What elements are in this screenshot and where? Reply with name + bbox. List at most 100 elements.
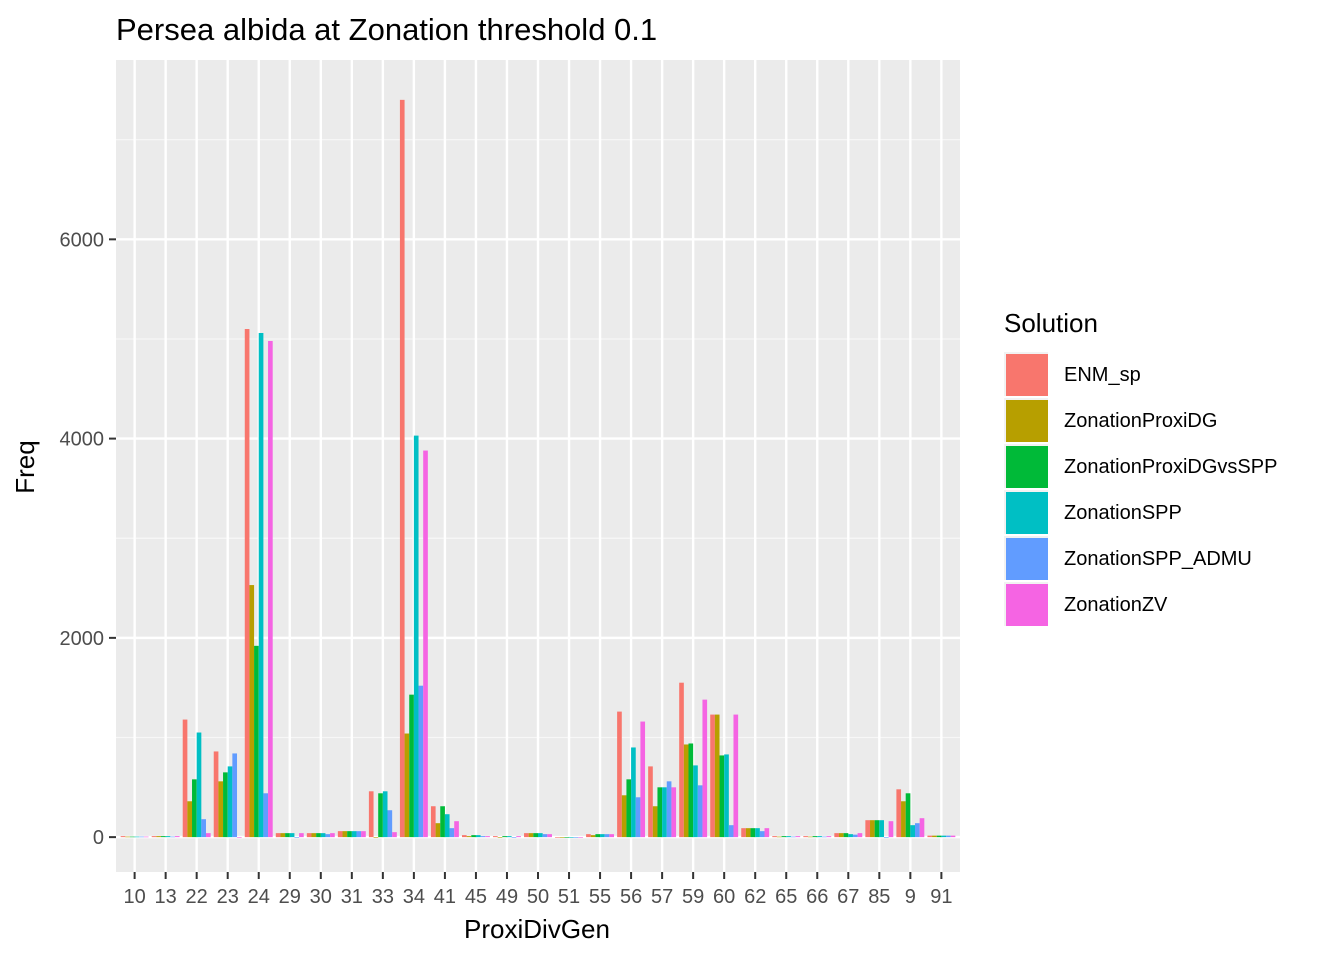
bar xyxy=(870,820,875,838)
bar xyxy=(516,836,521,838)
bar xyxy=(683,744,689,838)
bar xyxy=(883,837,889,838)
bar xyxy=(688,743,694,838)
bar xyxy=(666,781,672,838)
bar xyxy=(888,821,894,838)
bar xyxy=(542,834,548,838)
bar xyxy=(268,340,273,838)
bar xyxy=(600,834,605,838)
bar xyxy=(702,699,708,838)
bar xyxy=(192,779,197,838)
bar xyxy=(764,828,770,838)
bar xyxy=(733,714,739,838)
bar xyxy=(950,835,956,838)
bar xyxy=(609,834,615,838)
bar xyxy=(373,837,379,838)
bar xyxy=(356,831,362,838)
x-tick-label: 57 xyxy=(651,886,673,908)
bar xyxy=(249,585,255,838)
bar xyxy=(848,834,853,838)
chart-title: Persea albida at Zonation threshold 0.1 xyxy=(116,12,657,47)
bar xyxy=(812,836,818,838)
bar xyxy=(306,833,312,838)
bar xyxy=(671,787,677,838)
x-axis-title: ProxiDivGen xyxy=(464,914,610,944)
bar xyxy=(143,836,149,838)
legend-label: ZonationProxiDGvsSPP xyxy=(1064,456,1277,478)
x-tick-label: 13 xyxy=(155,886,177,908)
bar xyxy=(330,833,335,838)
bar xyxy=(237,837,242,838)
bar xyxy=(905,793,911,838)
bar xyxy=(502,836,507,838)
legend-swatch xyxy=(1006,354,1048,396)
bar xyxy=(635,797,641,838)
x-axis: 10 13 22 23 24 29 30 31 33 34 41 45 49 50 51 55 56 57 59 60… xyxy=(123,872,953,908)
bar xyxy=(547,834,552,838)
x-tick-label: 65 xyxy=(775,886,797,908)
bar xyxy=(218,781,224,838)
legend-label: ZonationSPP xyxy=(1064,502,1182,524)
bar xyxy=(311,833,317,838)
bar xyxy=(755,828,760,838)
x-tick-label: 30 xyxy=(310,886,332,908)
bar xyxy=(480,836,486,838)
bar xyxy=(289,833,295,838)
bar xyxy=(838,833,844,838)
bar xyxy=(538,833,543,838)
bar xyxy=(719,755,725,838)
bar xyxy=(555,837,560,838)
x-tick-label: 23 xyxy=(217,886,239,908)
bar xyxy=(435,823,441,838)
legend: Solution ENM_sp ZonationProxiDG ZonationPr… xyxy=(1004,308,1277,626)
x-tick-label: 60 xyxy=(713,886,735,908)
bar xyxy=(578,837,583,838)
bar xyxy=(227,766,233,838)
bar xyxy=(772,836,777,838)
bar xyxy=(493,836,498,838)
bar xyxy=(280,833,286,838)
bar xyxy=(590,835,596,838)
bar xyxy=(232,753,238,838)
bar xyxy=(807,836,813,838)
x-tick-label: 33 xyxy=(372,886,394,908)
x-tick-label: 91 xyxy=(930,886,952,908)
x-tick-label: 51 xyxy=(558,886,580,908)
bar xyxy=(640,721,646,838)
y-axis: 0 2000 4000 6000 xyxy=(60,229,116,849)
bar xyxy=(626,779,632,838)
bar xyxy=(418,685,424,838)
legend-label: ZonationProxiDG xyxy=(1064,410,1217,432)
y-tick-label: 4000 xyxy=(60,429,105,451)
bar xyxy=(466,836,472,838)
bar xyxy=(697,785,703,838)
bar xyxy=(528,833,534,838)
bar xyxy=(444,814,450,838)
bar xyxy=(901,801,906,838)
bar xyxy=(821,836,827,838)
bar xyxy=(213,751,219,838)
bar xyxy=(187,801,193,838)
bar xyxy=(795,836,801,838)
bar xyxy=(471,835,476,838)
x-tick-label: 62 xyxy=(744,886,766,908)
x-tick-label: 45 xyxy=(465,886,487,908)
bar xyxy=(285,833,290,838)
plot-panel xyxy=(116,60,960,872)
x-tick-label: 31 xyxy=(341,886,363,908)
bar xyxy=(724,754,729,838)
legend-swatch xyxy=(1006,446,1048,488)
bar xyxy=(652,806,658,838)
bar xyxy=(244,329,250,838)
x-tick-label: 29 xyxy=(279,886,301,908)
x-tick-label: 34 xyxy=(403,886,425,908)
bar xyxy=(205,833,211,838)
bar xyxy=(454,821,459,838)
bar xyxy=(337,831,343,838)
bar xyxy=(125,836,130,838)
bar xyxy=(621,795,627,838)
bar xyxy=(423,450,428,838)
bar xyxy=(506,836,512,838)
bar xyxy=(927,835,933,838)
bar xyxy=(182,719,188,838)
